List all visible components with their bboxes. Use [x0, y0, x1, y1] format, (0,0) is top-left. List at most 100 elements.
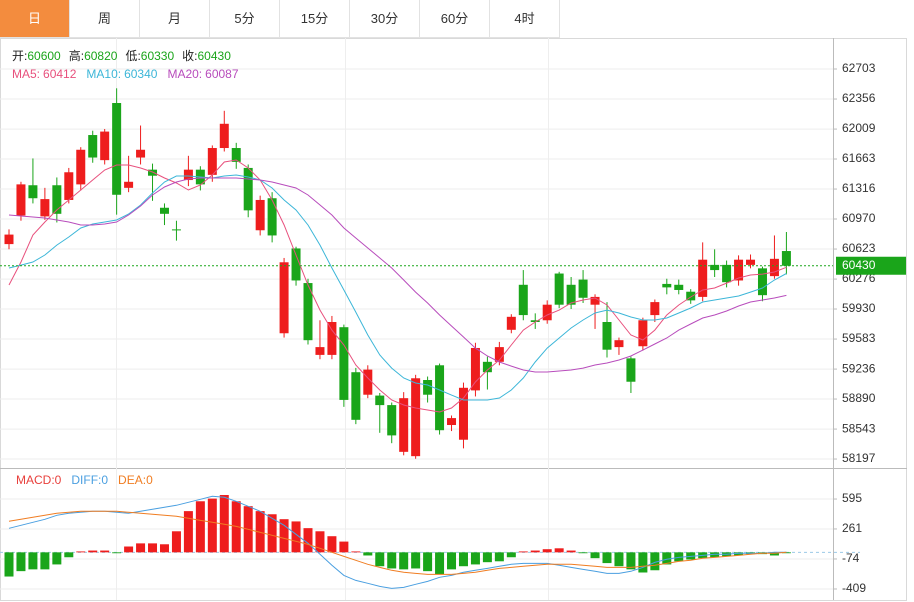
candle-body: [351, 372, 361, 420]
macd-bar: [124, 546, 134, 553]
macd-bar: [279, 519, 289, 553]
candle-body: [686, 291, 696, 301]
legend-value: 0: [146, 473, 153, 487]
y-tick-label: 595: [842, 491, 862, 505]
summary-value: 60330: [141, 49, 175, 63]
candle-body: [781, 251, 791, 266]
macd-bar: [159, 544, 169, 553]
macd-bar: [662, 552, 672, 565]
current-price-box: [836, 256, 906, 275]
macd-bar: [399, 552, 409, 570]
macd-bar: [351, 551, 361, 553]
candle-body: [28, 185, 38, 199]
period-tab[interactable]: 周: [70, 0, 140, 38]
macd-bar: [112, 552, 122, 554]
y-tick-label: 62009: [842, 121, 876, 135]
macd-bar: [470, 552, 480, 565]
candle-body: [423, 380, 433, 395]
macd-bar: [40, 552, 50, 570]
candle-body: [4, 234, 14, 245]
candle-body: [267, 198, 277, 236]
legend-label: MA5:: [12, 67, 40, 81]
legend-label: MACD:: [16, 473, 55, 487]
candle-body: [458, 387, 468, 440]
period-tab[interactable]: 日: [0, 0, 70, 38]
period-tabs: 日周月 5分 15分 30分 60分 4时: [0, 0, 560, 38]
summary-value: 60430: [198, 49, 232, 63]
macd-bar: [769, 552, 779, 556]
macd-bar: [195, 501, 205, 553]
period-tab[interactable]: 30分: [350, 0, 420, 38]
macd-bar: [530, 550, 540, 553]
candle-body: [76, 149, 86, 185]
candle-body: [40, 199, 50, 217]
macd-bar: [64, 552, 74, 558]
summary-label: 收:: [182, 49, 197, 63]
candle-body: [64, 172, 74, 200]
macd-bar: [327, 536, 337, 553]
candle-body: [183, 169, 193, 181]
legend-value: 0: [101, 473, 108, 487]
macd-bar: [638, 552, 648, 573]
indicator-line: [8, 174, 787, 401]
legend-value: 60087: [205, 67, 239, 81]
y-tick-label: 59930: [842, 301, 876, 315]
y-tick-label: 61663: [842, 151, 876, 165]
candle-body: [315, 347, 325, 355]
candle-body: [614, 340, 624, 348]
macd-bar: [554, 548, 564, 553]
macd-bar: [518, 551, 528, 553]
candle-body: [542, 304, 552, 321]
candle-body: [626, 358, 636, 382]
y-tick-label: -409: [842, 581, 866, 595]
macd-bar: [494, 552, 504, 562]
candle-body: [243, 167, 253, 211]
macd-bar: [4, 552, 14, 577]
summary-label: 高:: [69, 48, 84, 63]
candle-body: [100, 131, 110, 161]
legend-label: DIFF:: [71, 473, 101, 487]
candle-body: [590, 296, 600, 305]
candle-body: [207, 148, 217, 175]
indicator-line: [8, 510, 787, 575]
candle-body: [255, 199, 265, 231]
candle-body: [375, 395, 385, 406]
macd-bar: [363, 552, 373, 556]
candle-body: [219, 123, 229, 149]
period-tab[interactable]: 5分: [210, 0, 280, 38]
period-tab[interactable]: 月: [140, 0, 210, 38]
candle-body: [722, 264, 732, 283]
legend-value: 60412: [43, 67, 77, 81]
indicator-line: [8, 159, 787, 413]
legend: MACD:0 DIFF:0 DEA:0: [16, 473, 153, 487]
y-tick-label: 62703: [842, 61, 876, 75]
candle-body: [16, 184, 26, 216]
candle-body: [650, 302, 660, 316]
y-tick-label: 60276: [842, 271, 876, 285]
macd-bar: [578, 552, 588, 554]
candle-body: [554, 273, 564, 305]
macd-bar: [207, 498, 217, 553]
y-tick-label: 60623: [842, 241, 876, 255]
y-tick-label: 62356: [842, 91, 876, 105]
macd-bar: [626, 552, 636, 570]
macd-bar: [506, 552, 516, 558]
candle-body: [136, 149, 146, 158]
macd-bar: [387, 552, 397, 569]
period-tab[interactable]: 15分: [280, 0, 350, 38]
candle-body: [411, 378, 421, 457]
summary-value: 60600: [27, 49, 61, 63]
legend-label: DEA:: [118, 473, 146, 487]
y-tick-label: 58543: [842, 421, 876, 435]
macd-bar: [375, 552, 385, 567]
macd-bar: [148, 543, 158, 553]
period-tab[interactable]: 4时: [490, 0, 560, 38]
macd-bar: [16, 552, 26, 572]
macd-bar: [447, 552, 457, 570]
macd-bar: [100, 550, 110, 553]
macd-bar: [423, 552, 433, 572]
period-tab[interactable]: 60分: [420, 0, 490, 38]
y-tick-label: 261: [842, 521, 862, 535]
